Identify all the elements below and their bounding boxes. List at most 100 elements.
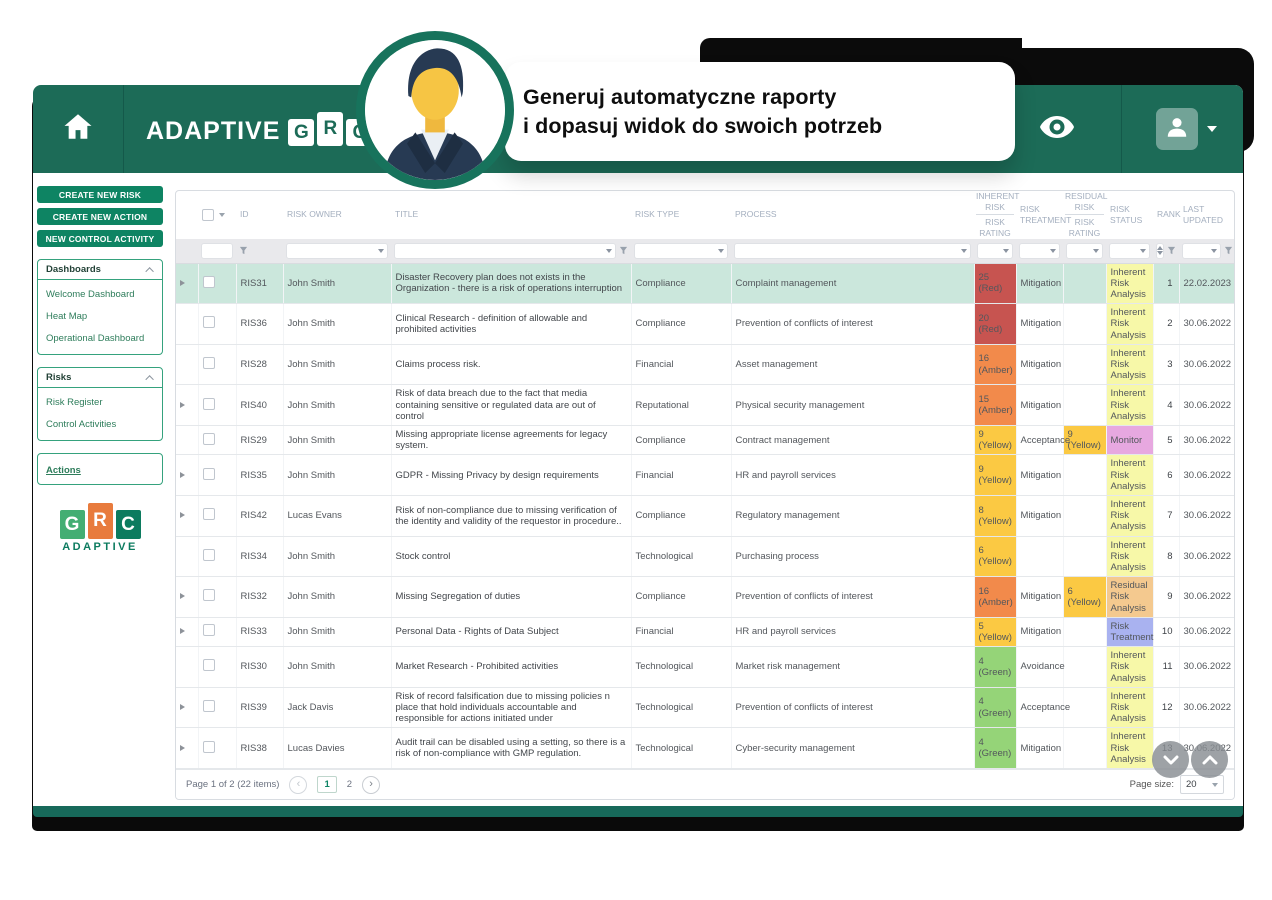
table-row[interactable]: RIS35 John Smith GDPR - Missing Privacy … xyxy=(176,454,1234,496)
create-new-risk-button[interactable]: CREATE NEW RISK xyxy=(37,186,163,203)
header-id[interactable]: ID xyxy=(240,209,249,220)
user-menu-button[interactable] xyxy=(1156,108,1198,150)
row-checkbox[interactable] xyxy=(202,467,215,480)
expand-arrow-icon[interactable] xyxy=(180,704,185,710)
cell-checkbox[interactable] xyxy=(198,263,237,305)
prev-page-button[interactable]: ‹ xyxy=(289,775,308,794)
cell-expander[interactable] xyxy=(176,727,199,770)
filter-status-input[interactable] xyxy=(1109,242,1150,259)
expand-arrow-icon[interactable] xyxy=(180,744,185,751)
header-risk-treatment[interactable]: RISK TREATMENT xyxy=(1020,204,1072,225)
cell-checkbox[interactable] xyxy=(198,646,237,688)
filter-updated-input[interactable] xyxy=(1182,242,1221,259)
row-checkbox[interactable] xyxy=(202,356,215,369)
row-checkbox[interactable] xyxy=(202,275,215,288)
cell-expander[interactable] xyxy=(176,495,199,537)
cell-checkbox[interactable] xyxy=(198,344,237,386)
cell-checkbox[interactable] xyxy=(198,617,237,648)
cell-checkbox[interactable] xyxy=(198,687,237,729)
table-row[interactable]: RIS42 Lucas Evans Risk of non-compliance… xyxy=(176,495,1234,537)
table-row[interactable]: RIS29 John Smith Missing appropriate lic… xyxy=(176,425,1234,456)
cell-expander[interactable] xyxy=(176,536,199,578)
scroll-down-button[interactable] xyxy=(1152,741,1189,778)
row-checkbox[interactable] xyxy=(202,624,215,637)
expand-arrow-icon[interactable] xyxy=(180,401,185,408)
cell-expander[interactable] xyxy=(176,646,199,688)
expand-arrow-icon[interactable] xyxy=(180,471,185,478)
cell-expander[interactable] xyxy=(176,425,199,456)
table-row[interactable]: RIS34 John Smith Stock control Technolog… xyxy=(176,536,1234,578)
expand-arrow-icon[interactable] xyxy=(180,279,185,286)
collapse-chevron-icon[interactable] xyxy=(145,374,154,384)
new-control-activity-button[interactable]: NEW CONTROL ACTIVITY xyxy=(37,230,163,247)
view-button[interactable] xyxy=(1039,114,1075,145)
sidebar-item[interactable]: Control Activities xyxy=(46,419,117,430)
cell-expander[interactable] xyxy=(176,303,199,345)
row-checkbox[interactable] xyxy=(202,432,215,445)
create-new-action-button[interactable]: CREATE NEW ACTION xyxy=(37,208,163,225)
table-row[interactable]: RIS31 John Smith Disaster Recovery plan … xyxy=(176,263,1234,305)
page-2-button[interactable]: 2 xyxy=(346,779,353,790)
table-row[interactable]: RIS39 Jack Davis Risk of record falsific… xyxy=(176,687,1234,729)
filter-title-input[interactable] xyxy=(394,242,616,259)
filter-process-input[interactable] xyxy=(734,242,971,259)
filter-residual-input[interactable] xyxy=(1066,242,1103,259)
cell-checkbox[interactable] xyxy=(198,384,237,426)
table-row[interactable]: RIS28 John Smith Claims process risk. Fi… xyxy=(176,344,1234,386)
header-risk-owner[interactable]: RISK OWNER xyxy=(287,209,342,220)
filter-funnel-icon[interactable] xyxy=(1224,242,1233,260)
page-1-button[interactable]: 1 xyxy=(317,776,337,793)
header-risk-type[interactable]: RISK TYPE xyxy=(635,209,680,220)
table-row[interactable]: RIS33 John Smith Personal Data - Rights … xyxy=(176,617,1234,648)
header-rank[interactable]: RANK xyxy=(1157,209,1181,220)
sidebar-item[interactable]: Risk Register xyxy=(46,397,103,408)
filter-select-input[interactable] xyxy=(201,242,233,259)
cell-expander[interactable] xyxy=(176,454,199,496)
header-title[interactable]: TITLE xyxy=(395,209,419,220)
sidebar-actions-link[interactable]: Actions xyxy=(46,465,81,476)
select-all-checkbox[interactable] xyxy=(202,208,214,221)
next-page-button[interactable]: › xyxy=(362,775,381,794)
header-inherent-risk-rating[interactable]: INHERENT RISK RISK RATING xyxy=(974,191,1019,239)
row-checkbox[interactable] xyxy=(202,659,215,672)
filter-treatment-input[interactable] xyxy=(1019,242,1060,259)
header-select-all[interactable] xyxy=(198,191,236,239)
table-row[interactable]: RIS40 John Smith Risk of data breach due… xyxy=(176,384,1234,426)
filter-funnel-icon[interactable] xyxy=(239,242,248,259)
sidebar-item[interactable]: Heat Map xyxy=(46,311,88,322)
expand-arrow-icon[interactable] xyxy=(180,512,185,519)
header-risk-status[interactable]: RISK STATUS xyxy=(1110,204,1143,225)
cell-checkbox[interactable] xyxy=(198,536,237,578)
row-checkbox[interactable] xyxy=(202,589,215,602)
sidebar-item[interactable]: Welcome Dashboard xyxy=(46,289,135,300)
filter-type-input[interactable] xyxy=(634,242,728,259)
select-menu-caret-icon[interactable] xyxy=(219,212,225,217)
cell-checkbox[interactable] xyxy=(198,576,237,618)
cell-checkbox[interactable] xyxy=(198,454,237,496)
cell-checkbox[interactable] xyxy=(198,425,237,456)
row-checkbox[interactable] xyxy=(202,740,215,753)
sidebar-item[interactable]: Operational Dashboard xyxy=(46,333,145,344)
filter-inherent-input[interactable] xyxy=(977,242,1013,259)
row-checkbox[interactable] xyxy=(202,397,215,410)
header-last-updated[interactable]: LAST UPDATED xyxy=(1183,204,1223,225)
sidebar-section-risks-header[interactable]: Risks xyxy=(38,368,162,388)
filter-rank-spinner[interactable] xyxy=(1156,242,1164,259)
user-menu-caret-icon[interactable] xyxy=(1207,126,1217,132)
header-residual-risk-rating[interactable]: RESIDUAL RISK RISK RATING xyxy=(1063,191,1108,239)
table-row[interactable]: RIS36 John Smith Clinical Research - def… xyxy=(176,303,1234,345)
cell-expander[interactable] xyxy=(176,384,199,426)
scroll-up-button[interactable] xyxy=(1191,741,1228,778)
header-process[interactable]: PROCESS xyxy=(735,209,777,220)
cell-expander[interactable] xyxy=(176,687,199,729)
table-row[interactable]: RIS30 John Smith Market Research - Prohi… xyxy=(176,646,1234,688)
cell-expander[interactable] xyxy=(176,617,199,648)
filter-funnel-icon[interactable] xyxy=(619,242,628,260)
filter-owner-input[interactable] xyxy=(286,242,388,259)
collapse-chevron-icon[interactable] xyxy=(145,266,154,276)
page-size-select[interactable]: 20 xyxy=(1180,775,1224,794)
cell-expander[interactable] xyxy=(176,576,199,618)
cell-checkbox[interactable] xyxy=(198,303,237,345)
sidebar-section-dashboards-header[interactable]: Dashboards xyxy=(38,260,162,280)
expand-arrow-icon[interactable] xyxy=(180,628,185,635)
